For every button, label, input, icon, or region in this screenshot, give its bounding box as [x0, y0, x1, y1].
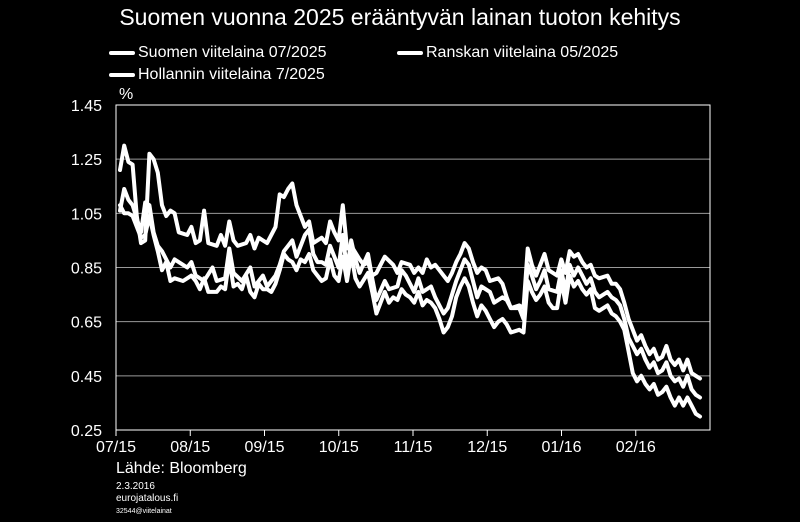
y-tick-label: 0.25	[71, 423, 102, 440]
y-tick-label: 1.25	[71, 152, 102, 169]
x-tick-label: 11/15	[394, 439, 433, 456]
series-line-3	[118, 203, 702, 419]
x-tick-label: 09/15	[244, 439, 284, 456]
legend-item-france: Ranskan viitelaina 05/2025	[397, 44, 618, 62]
legend-label-finland: Suomen viitelaina 07/2025	[138, 44, 327, 61]
legend-line-icon	[109, 73, 135, 77]
legend-item-netherlands: Hollannin viitelaina 7/2025	[109, 66, 325, 84]
y-tick-label: 0.65	[71, 315, 102, 332]
y-axis-unit: %	[119, 86, 133, 103]
y-tick-label: 1.45	[71, 98, 102, 115]
legend-label-france: Ranskan viitelaina 05/2025	[426, 44, 619, 61]
x-tick-label: 07/15	[96, 439, 136, 456]
chart-title: Suomen vuonna 2025 erääntyvän lainan tuo…	[119, 4, 681, 30]
legend-label-netherlands: Hollannin viitelaina 7/2025	[138, 66, 325, 83]
x-tick-label: 08/15	[170, 439, 210, 456]
x-tick-label: 12/15	[467, 439, 507, 456]
legend-line-icon	[397, 51, 423, 55]
legend-line-icon	[109, 51, 135, 55]
y-tick-label: 0.45	[71, 369, 102, 386]
x-tick-label: 10/15	[319, 439, 359, 456]
y-tick-label: 1.05	[71, 206, 102, 223]
legend-item-finland: Suomen viitelaina 07/2025	[109, 44, 327, 62]
site-note: eurojatalous.fi	[116, 493, 179, 504]
x-tick-label: 01/16	[541, 439, 581, 456]
code-note: 32544@viitelainat	[116, 508, 172, 515]
x-tick-label: 02/16	[616, 439, 656, 456]
date-note: 2.3.2016	[116, 481, 155, 492]
y-tick-label: 0.85	[71, 261, 102, 278]
series-line-2	[118, 143, 702, 381]
source-note: Lähde: Bloomberg	[116, 460, 247, 477]
